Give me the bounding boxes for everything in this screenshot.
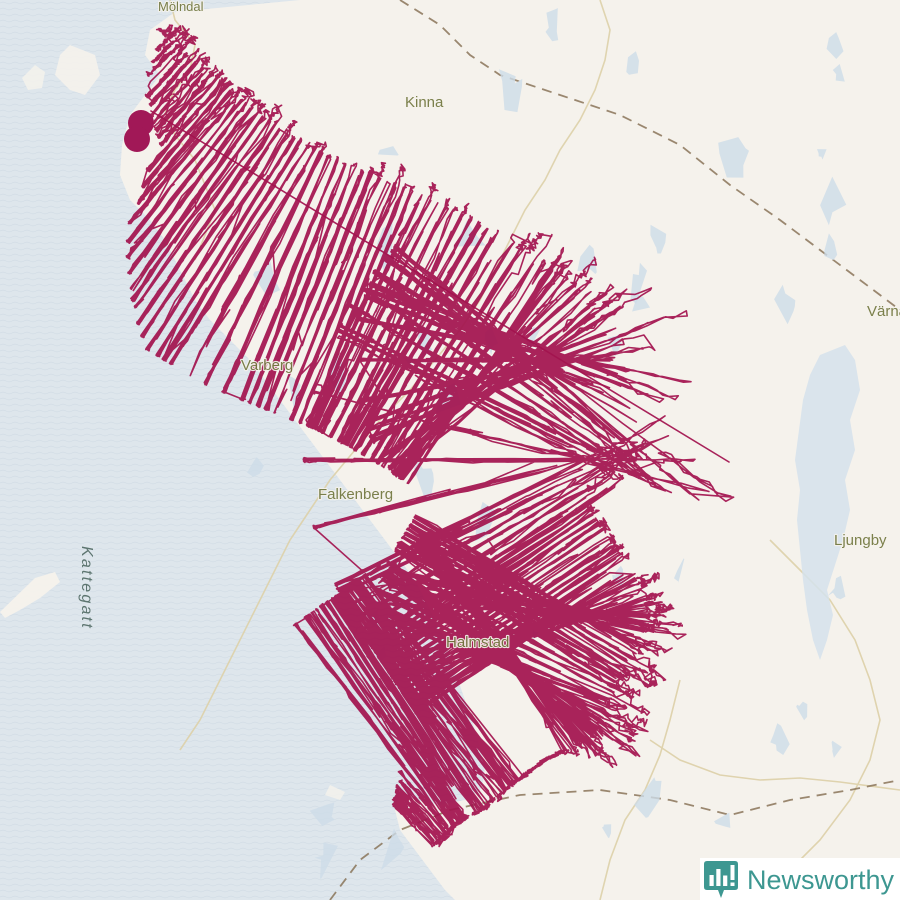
svg-text:Ljungby: Ljungby bbox=[834, 532, 887, 549]
svg-text:Halmstad: Halmstad bbox=[446, 634, 509, 651]
svg-text:Newsworthy: Newsworthy bbox=[747, 865, 895, 895]
svg-text:Värnamo: Värnamo bbox=[867, 303, 900, 320]
svg-text:Falkenberg: Falkenberg bbox=[318, 486, 393, 503]
svg-text:Mölndal: Mölndal bbox=[158, 0, 204, 14]
svg-text:Kinna: Kinna bbox=[405, 94, 444, 111]
svg-text:Kattegatt: Kattegatt bbox=[78, 546, 95, 630]
svg-text:Varberg: Varberg bbox=[241, 357, 293, 374]
